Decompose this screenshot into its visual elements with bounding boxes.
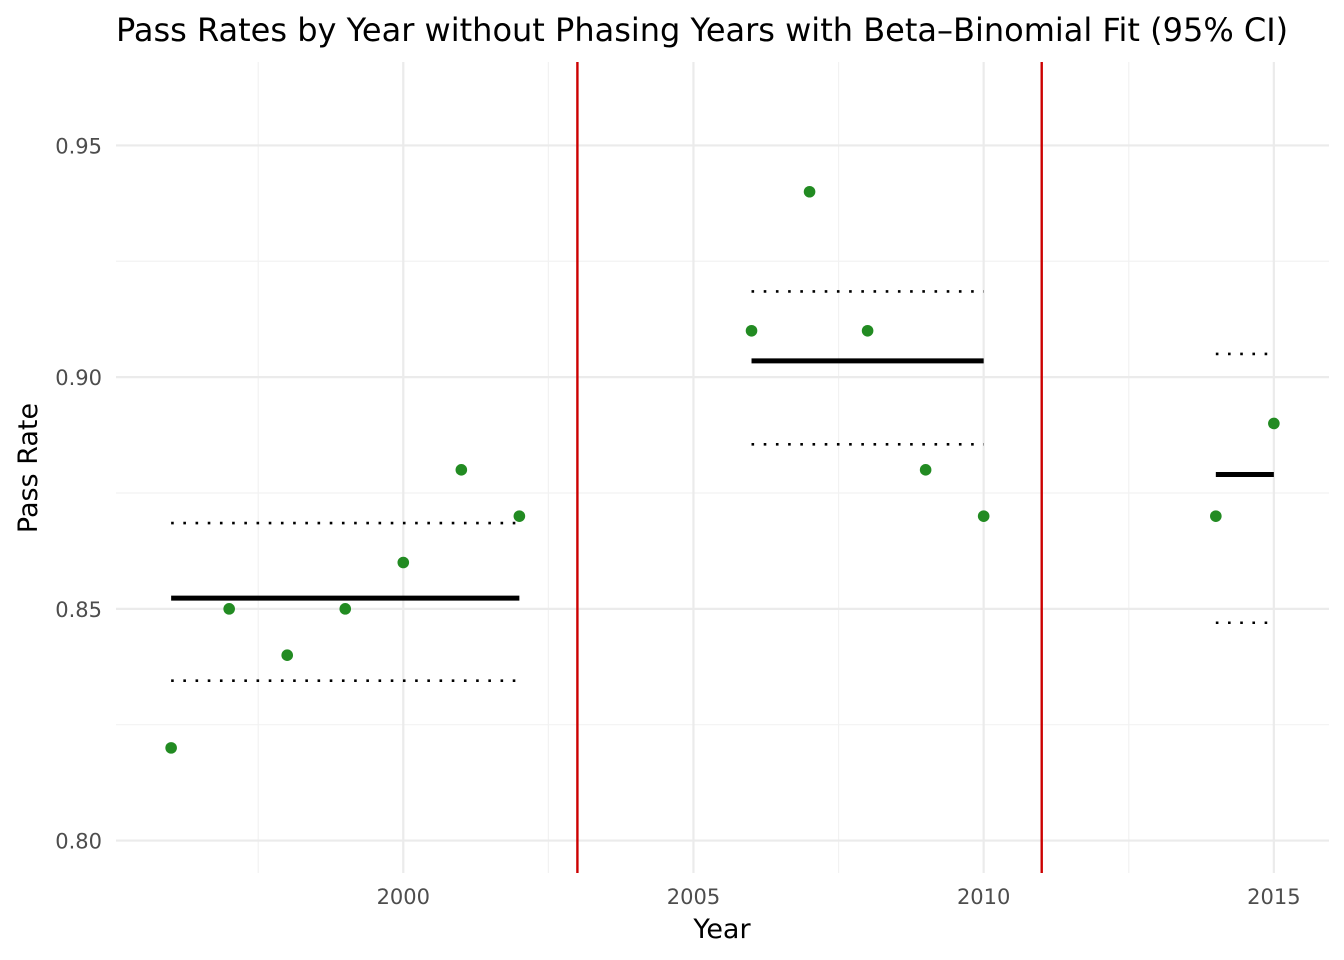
- x-tick-labels: 2000 2005 2010 2015: [377, 885, 1301, 909]
- data-point: [397, 556, 410, 569]
- data-point: [745, 324, 758, 337]
- data-point: [281, 649, 294, 661]
- data-point: [1210, 510, 1222, 522]
- data-point: [223, 603, 235, 615]
- chart-title: Pass Rates by Year without Phasing Years…: [116, 11, 1288, 49]
- data-points: [165, 185, 1280, 754]
- x-axis-title: Year: [692, 914, 751, 945]
- x-tick-label: 2015: [1247, 885, 1300, 909]
- y-tick-label: 0.90: [55, 366, 102, 390]
- data-point: [803, 185, 816, 198]
- major-gridlines: [116, 62, 1329, 873]
- data-point: [919, 464, 932, 476]
- data-point: [513, 510, 526, 522]
- x-tick-label: 2010: [957, 885, 1010, 909]
- y-tick-labels: 0.80 0.85 0.90 0.95: [55, 134, 102, 853]
- data-point: [861, 324, 874, 337]
- data-point: [455, 464, 468, 476]
- y-tick-label: 0.85: [55, 598, 102, 622]
- x-tick-label: 2005: [667, 885, 720, 909]
- data-point: [339, 603, 352, 615]
- data-point: [977, 510, 990, 522]
- y-tick-label: 0.95: [55, 134, 102, 158]
- x-tick-label: 2000: [377, 885, 430, 909]
- minor-gridlines: [116, 62, 1329, 873]
- data-point: [1268, 417, 1280, 430]
- y-axis-title: Pass Rate: [13, 403, 44, 533]
- phase-break-lines: [576, 62, 1043, 873]
- y-tick-label: 0.80: [55, 830, 102, 854]
- data-point: [165, 742, 177, 754]
- beta-binomial-fit-lines: [171, 290, 1274, 682]
